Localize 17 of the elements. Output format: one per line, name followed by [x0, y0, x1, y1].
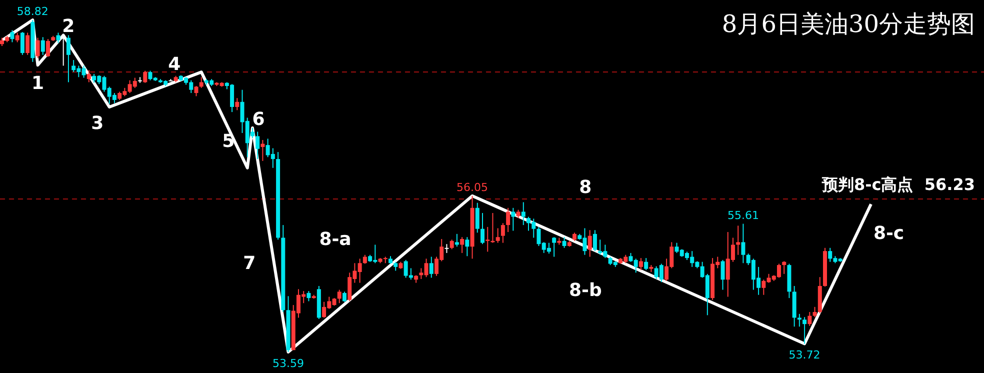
annotation: 预判8-c高点 56.23	[820, 175, 975, 194]
annotation: 8-a	[319, 228, 352, 250]
annotation: 55.61	[727, 208, 759, 222]
chart-title: 8月6日美油30分走势图	[722, 10, 975, 38]
annotation: 58.82	[16, 5, 48, 18]
annotation: 7	[243, 252, 256, 274]
annotation: 1	[32, 73, 44, 94]
annotation: 8	[579, 176, 592, 198]
annotation: 6	[252, 108, 265, 130]
annotation: 53.59	[272, 357, 304, 370]
annotation: 53.72	[788, 348, 820, 362]
annotation: 56.05	[456, 180, 488, 194]
annotation: 4	[168, 54, 181, 76]
annotation: 8-c	[873, 222, 904, 244]
annotation: 2	[62, 16, 75, 38]
annotation: 8-b	[568, 280, 602, 301]
annotation: 3	[91, 112, 104, 134]
